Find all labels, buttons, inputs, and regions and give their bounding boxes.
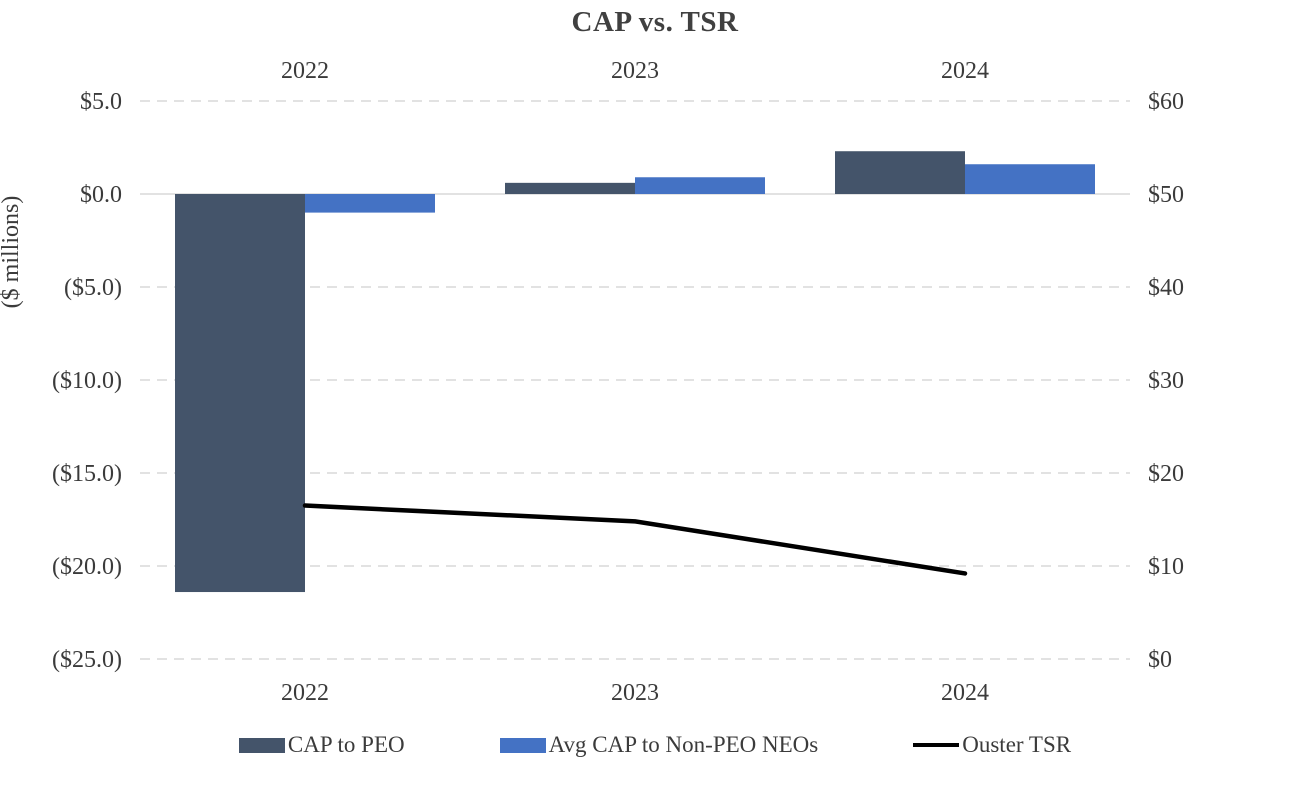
right-axis-tick: $50 [1148, 182, 1184, 208]
right-axis-tick: $30 [1148, 368, 1184, 394]
tsr-line [302, 503, 968, 576]
top-category-label: 2024 [941, 58, 989, 84]
left-axis-tick: ($20.0) [52, 554, 122, 580]
legend-item-avg-cap-non-peo-neos: Avg CAP to Non-PEO NEOs [499, 732, 819, 758]
legend-label-ouster-tsr: Ouster TSR [962, 732, 1072, 757]
bottom-category-label: 2024 [941, 680, 989, 706]
left-axis-tick: $0.0 [80, 182, 122, 208]
right-axis-tick: $20 [1148, 461, 1184, 487]
right-axis-tick: $0 [1148, 647, 1172, 673]
right-axis-tick: $10 [1148, 554, 1184, 580]
left-axis-tick: ($25.0) [52, 647, 122, 673]
legend-label-avg-cap-non-peo-neos: Avg CAP to Non-PEO NEOs [548, 732, 819, 757]
top-category-label: 2022 [281, 58, 329, 84]
bar-2022-series-1 [305, 194, 435, 213]
left-axis-tick: ($5.0) [64, 275, 122, 301]
top-category-label: 2023 [611, 58, 659, 84]
left-axis-tick: ($15.0) [52, 461, 122, 487]
chart-legend: CAP to PEO Avg CAP to Non-PEO NEOs Ouste… [0, 732, 1310, 758]
bar-2022-series-0 [175, 194, 305, 593]
bottom-category-label: 2022 [281, 680, 329, 706]
bar-2023-series-0 [505, 182, 635, 194]
bar-2024-series-1 [965, 164, 1095, 194]
legend-item-cap-to-peo: CAP to PEO [238, 732, 405, 758]
legend-item-ouster-tsr: Ouster TSR [913, 732, 1071, 758]
bottom-category-label: 2023 [611, 680, 659, 706]
left-axis-tick: $5.0 [80, 89, 122, 115]
bar-2023-series-1 [635, 177, 765, 194]
legend-swatch-ouster-tsr-line [913, 743, 960, 747]
legend-swatch-avg-cap-non-peo-neos [499, 737, 546, 753]
legend-label-cap-to-peo: CAP to PEO [287, 732, 405, 757]
right-axis-tick: $40 [1148, 275, 1184, 301]
left-axis-tick: ($10.0) [52, 368, 122, 394]
left-axis-title: ($ millions) [0, 196, 24, 309]
legend-swatch-cap-to-peo [238, 737, 285, 753]
right-axis-tick: $60 [1148, 89, 1184, 115]
chart-title: CAP vs. TSR [571, 6, 739, 38]
bar-2024-series-0 [835, 151, 965, 194]
